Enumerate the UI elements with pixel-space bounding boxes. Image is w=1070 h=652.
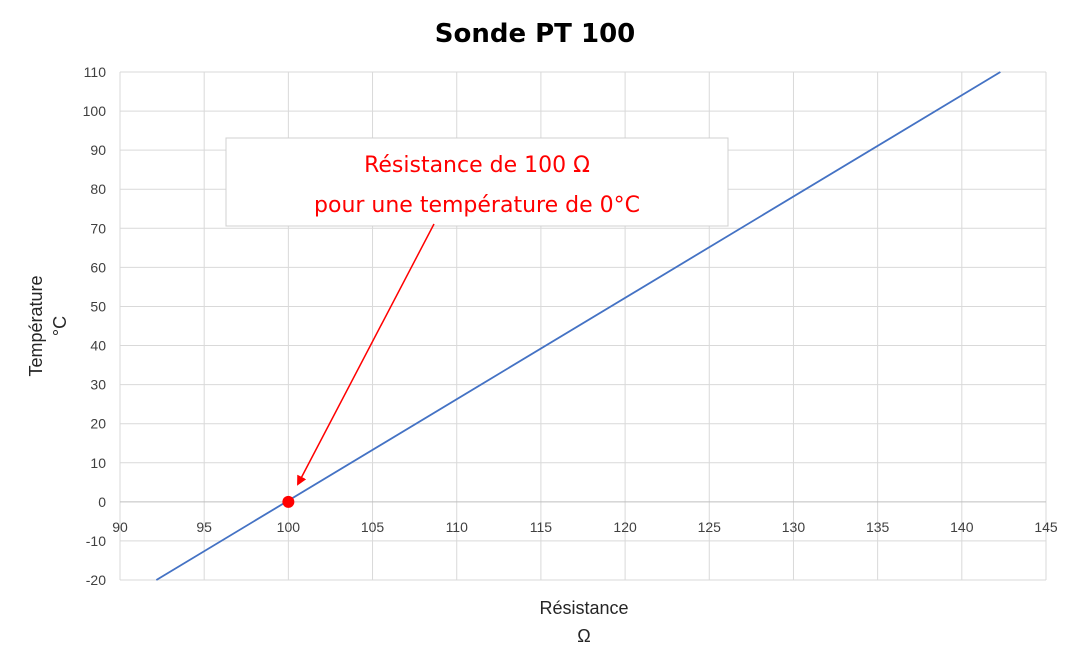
- annotation-box: [225, 137, 729, 227]
- x-tick-label: 95: [196, 519, 212, 535]
- annotation-callout: Résistance de 100 Ω pour une température…: [225, 137, 729, 486]
- y-tick-label: 60: [90, 259, 106, 275]
- y-tick-label: 70: [90, 220, 106, 236]
- y-axis-label-line-1: Température: [26, 275, 46, 376]
- annotation-line-2: pour une température de 0°C: [314, 193, 640, 218]
- annotation-arrow: [297, 223, 435, 486]
- x-axis-label-line-1: Résistance: [539, 598, 628, 618]
- x-tick-label: 140: [950, 519, 974, 535]
- tick-labels: 90 95 100 105 110 115 120 125 130 135 140 145-20-10…: [83, 64, 1058, 588]
- y-tick-label: 10: [90, 455, 106, 471]
- y-tick-label: 50: [90, 298, 106, 314]
- x-tick-label: 100: [277, 519, 301, 535]
- x-tick-label: 120: [613, 519, 637, 535]
- x-tick-label: 105: [361, 519, 385, 535]
- y-tick-label: -20: [86, 572, 106, 588]
- x-tick-label: 135: [866, 519, 890, 535]
- x-tick-label: 90: [112, 519, 128, 535]
- chart-title: Sonde PT 100: [435, 19, 636, 49]
- y-tick-label: 40: [90, 338, 106, 354]
- y-axis-label-line-2: °C: [50, 316, 70, 336]
- y-tick-label: 90: [90, 142, 106, 158]
- x-tick-label: 125: [698, 519, 722, 535]
- y-tick-label: 80: [90, 181, 106, 197]
- y-tick-label: 100: [83, 103, 107, 119]
- highlight-point: [282, 495, 295, 508]
- x-axis-label-line-2: Ω: [577, 626, 590, 646]
- y-tick-label: -10: [86, 533, 106, 549]
- y-tick-label: 0: [98, 494, 106, 510]
- x-tick-label: 115: [530, 519, 553, 535]
- y-tick-label: 110: [84, 64, 107, 80]
- series-group: [155, 71, 1001, 581]
- annotation-line-1: Résistance de 100 Ω: [364, 153, 590, 178]
- series-line: [155, 71, 1001, 581]
- y-tick-label: 30: [90, 377, 106, 393]
- x-tick-label: 130: [782, 519, 806, 535]
- x-tick-label: 145: [1034, 519, 1058, 535]
- x-tick-label: 110: [446, 519, 469, 535]
- y-tick-label: 20: [90, 416, 106, 432]
